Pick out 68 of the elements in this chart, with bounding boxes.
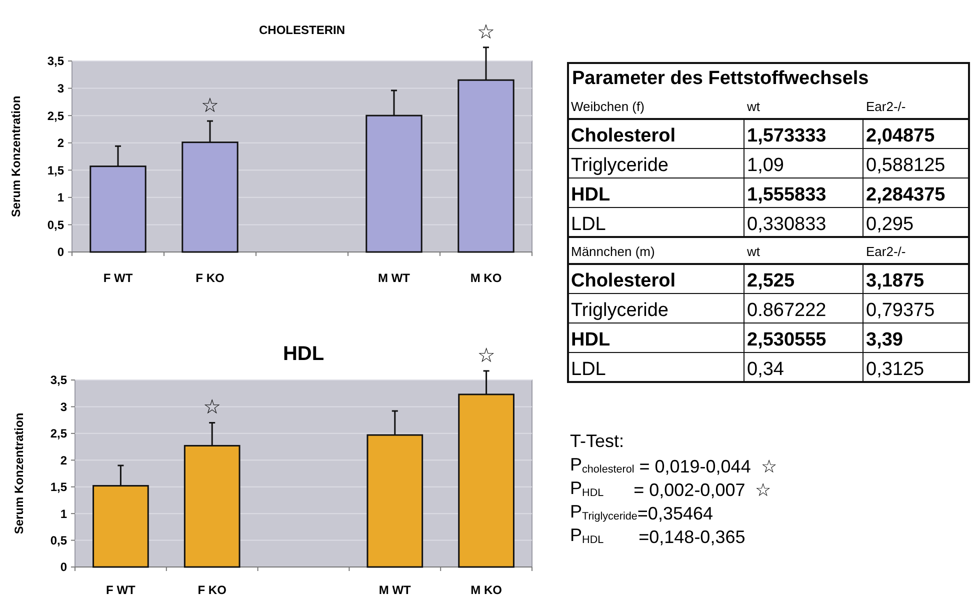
text: LDL	[571, 214, 606, 235]
text: P$_{HDL}$ = 0,002-0,007 ☆	[570, 478, 772, 500]
text: 0,295	[866, 214, 914, 235]
text: 0,34	[747, 359, 784, 380]
text: P$_{cholesterol}$ = 0,019-0,044 ☆	[570, 454, 777, 476]
x-tick-label: M KO	[470, 271, 502, 285]
text: wt	[746, 244, 760, 259]
y-tick-label: 2	[57, 136, 64, 150]
text: Männchen (m)	[571, 244, 655, 259]
y-tick-label: 1	[60, 506, 68, 521]
text: 3,1875	[866, 270, 925, 292]
x-tick-label: F WT	[106, 583, 136, 597]
chart-title: CHOLESTERIN	[258, 23, 346, 37]
y-axis-title: Serum Konzentration	[12, 412, 26, 534]
y-tick-label: 1	[57, 190, 64, 205]
text: ☆	[477, 19, 495, 44]
y-tick-label: 1,5	[47, 163, 64, 178]
text: Cholesterol	[571, 270, 676, 292]
text: 2,530555	[747, 330, 827, 350]
text: HDL	[571, 184, 610, 206]
y-tick-label: 3	[60, 400, 68, 414]
text: 0,79375	[866, 300, 935, 321]
text: 0.867222	[747, 300, 826, 321]
text: LDL	[571, 359, 606, 380]
y-tick-label: 3,5	[47, 54, 64, 68]
text: 3,39	[866, 330, 903, 350]
y-tick-label: 0	[57, 245, 64, 260]
y-tick-label: 2,5	[50, 426, 68, 441]
y-axis-title: Serum Konzentration	[9, 96, 23, 218]
y-tick-label: 0,5	[47, 218, 64, 232]
text: 1,555833	[747, 184, 826, 206]
text: 1,573333	[747, 126, 826, 146]
y-tick-label: 2	[60, 453, 68, 468]
y-tick-label: 1,5	[50, 480, 68, 494]
x-tick-label: F KO	[198, 583, 226, 597]
text: Triglyceride	[571, 300, 668, 321]
y-tick-label: 3,5	[50, 373, 68, 388]
text: Ear2-/-	[866, 244, 906, 259]
y-tick-label: 0	[60, 560, 68, 574]
x-tick-label: F WT	[103, 271, 134, 285]
text: Weibchen (f)	[571, 99, 644, 114]
text: T-Test:	[570, 431, 624, 451]
x-tick-label: M KO	[470, 583, 502, 597]
text: Ear2-/-	[866, 99, 906, 114]
text: 0,330833	[747, 214, 826, 235]
text: 2,04875	[866, 126, 936, 146]
text: 2,525	[747, 270, 795, 292]
text: 0,588125	[866, 155, 946, 176]
text: 2,284375	[866, 184, 946, 206]
annotation: ☆	[203, 394, 222, 419]
annotation: ☆	[201, 93, 219, 118]
x-tick-label: M WT	[378, 271, 411, 285]
chart-title: HDL	[282, 343, 324, 365]
text: HDL	[571, 330, 610, 350]
text: Cholesterol	[571, 126, 676, 146]
x-tick-label: M WT	[378, 583, 412, 597]
y-tick-label: 2,5	[47, 108, 64, 123]
y-tick-label: 0,5	[50, 533, 68, 548]
text: Parameter des Fettstoffwechsels	[572, 68, 869, 89]
text: Triglyceride	[571, 155, 668, 176]
text: ☆	[477, 342, 496, 367]
text: 1,09	[747, 155, 784, 176]
y-tick-label: 3	[57, 81, 64, 96]
text: 0,3125	[866, 359, 924, 380]
text: wt	[746, 99, 760, 114]
text: P$_{Triglyceride}$=0,35464	[570, 502, 713, 524]
x-tick-label: F KO	[196, 271, 224, 285]
text: P$_{HDL}$ =0,148-0,365	[570, 525, 746, 547]
